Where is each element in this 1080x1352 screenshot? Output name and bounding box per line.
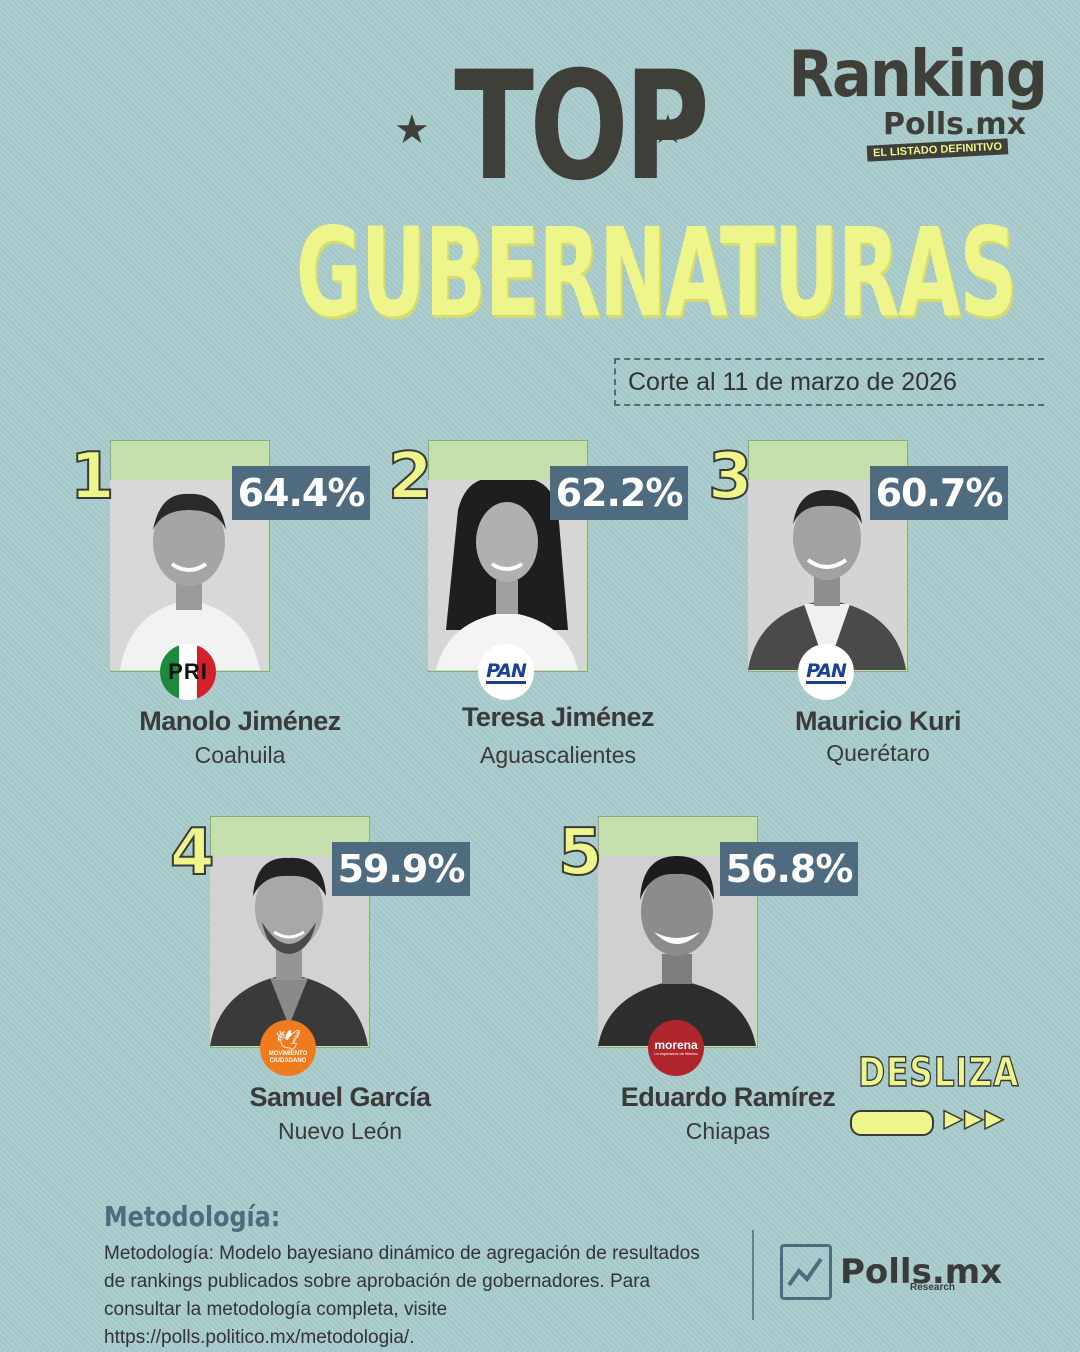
candidate-name: Eduardo Ramírez	[620, 1082, 836, 1112]
methodology-title: Metodología:	[104, 1200, 281, 1233]
cutoff-date: Corte al 11 de marzo de 2026	[614, 358, 1044, 406]
candidate-card-1: 1 64.4% PRI Manolo Jiménez Coahuila	[69, 440, 410, 800]
logo-ranking-word: Ranking	[788, 38, 1047, 112]
methodology-text: Metodología: Modelo bayesiano dinámico d…	[104, 1243, 700, 1348]
swipe-label: DESLIZA	[857, 1049, 1020, 1097]
page-title: GUBERNATURAS	[295, 202, 1017, 344]
candidate-state: Coahuila	[194, 742, 286, 768]
pan-logo-icon: PAN	[798, 644, 854, 700]
candidate-card-5: 5 56.8% morena La esperanza de México Ed…	[557, 816, 898, 1176]
star-left-icon: ★	[394, 108, 430, 152]
candidate-photo	[598, 856, 756, 1046]
approval-percent: 60.7%	[870, 466, 1008, 520]
candidate-card-2: 2 62.2% PAN Teresa Jiménez Aguascaliente…	[387, 440, 728, 800]
rank-number: 4	[169, 816, 216, 890]
morena-logo-icon: morena La esperanza de México	[648, 1020, 704, 1076]
pri-logo-icon: PRI	[160, 644, 216, 700]
candidate-name: Manolo Jiménez	[139, 706, 341, 736]
logo-tagline: EL LISTADO DEFINITIVO	[866, 138, 1009, 162]
logo-polls-word: Polls.mx	[882, 107, 1026, 142]
approval-percent: 59.9%	[332, 842, 470, 896]
candidate-card-4: 4 59.9% 🕊 MOVIMIENTO CIUDADANO Samuel Ga…	[169, 816, 510, 1176]
candidate-state: Chiapas	[685, 1118, 771, 1144]
approval-percent: 62.2%	[550, 466, 688, 520]
chart-box-icon	[780, 1244, 832, 1300]
star-right-icon: ★	[650, 108, 686, 152]
candidate-state: Querétaro	[826, 740, 930, 766]
ranking-polls-logo: Ranking Polls.mx EL LISTADO DEFINITIVO	[756, 38, 1048, 162]
candidate-card-3: 3 60.7% PAN Mauricio Kuri Querétaro	[707, 440, 1048, 800]
rank-number: 3	[707, 440, 754, 514]
candidate-name: Teresa Jiménez	[461, 702, 655, 732]
candidate-name: Mauricio Kuri	[794, 706, 962, 736]
pan-logo-icon: PAN	[478, 644, 534, 700]
footer-divider	[752, 1230, 754, 1320]
approval-percent: 56.8%	[720, 842, 858, 896]
approval-percent: 64.4%	[232, 466, 370, 520]
research-tag: Research	[910, 1282, 956, 1293]
swipe-arrows-icon: ▶▶▶	[943, 1104, 1006, 1133]
polls-mx-word: Polls.mx	[840, 1252, 1003, 1292]
candidate-state: Aguascalientes	[480, 742, 636, 768]
rank-number: 5	[557, 816, 604, 890]
rank-number: 1	[69, 440, 116, 514]
rank-number: 2	[387, 440, 434, 514]
title-top: TOP	[454, 40, 710, 214]
polls-mx-footer-logo: Polls.mx Research	[780, 1244, 1002, 1300]
candidate-state: Nuevo León	[277, 1118, 403, 1144]
candidate-photo	[110, 480, 268, 670]
candidate-name: Samuel García	[249, 1082, 431, 1112]
movimiento-ciudadano-logo-icon: 🕊 MOVIMIENTO CIUDADANO	[260, 1020, 316, 1076]
swipe-bar	[850, 1110, 934, 1136]
